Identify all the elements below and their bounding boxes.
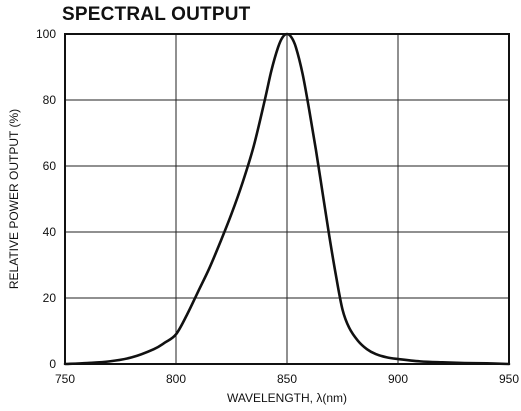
x-axis-label: WAVELENGTH, λ(nm) bbox=[227, 391, 347, 405]
x-tick-label-800: 800 bbox=[166, 372, 186, 386]
grid-lines bbox=[64, 33, 510, 365]
y-tick-label-100: 100 bbox=[36, 27, 56, 41]
y-tick-labels: 0 20 40 60 80 100 bbox=[36, 27, 56, 371]
y-tick-label-60: 60 bbox=[43, 159, 57, 173]
x-tick-label-950: 950 bbox=[499, 372, 519, 386]
chart-title: SPECTRAL OUTPUT bbox=[62, 4, 251, 25]
y-tick-label-80: 80 bbox=[43, 93, 57, 107]
x-tick-labels: 750 800 850 900 950 bbox=[55, 372, 519, 386]
x-tick-label-850: 850 bbox=[277, 372, 297, 386]
y-tick-label-40: 40 bbox=[43, 225, 57, 239]
y-tick-label-0: 0 bbox=[49, 357, 56, 371]
y-axis-label: RELATIVE POWER OUTPUT (%) bbox=[7, 109, 21, 289]
x-tick-label-900: 900 bbox=[388, 372, 408, 386]
series-line-spectral-output bbox=[63, 32, 511, 366]
y-tick-label-20: 20 bbox=[43, 291, 57, 305]
x-tick-label-750: 750 bbox=[55, 372, 75, 386]
